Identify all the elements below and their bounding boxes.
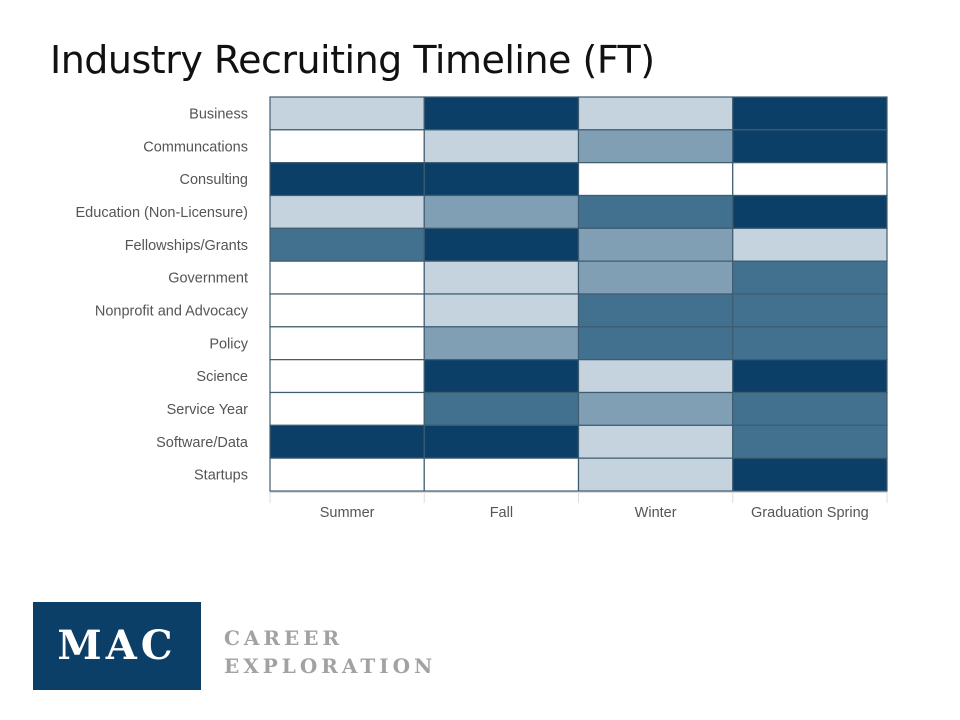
heatmap-cell bbox=[269, 227, 425, 262]
heatmap-cell bbox=[269, 391, 425, 426]
heatmap-cell bbox=[269, 359, 425, 394]
heatmap-cell bbox=[423, 359, 580, 394]
y-tick-label: Policy bbox=[209, 336, 248, 352]
heatmap-cell bbox=[423, 457, 580, 492]
heatmap-cell bbox=[423, 293, 580, 328]
heatmap-cell bbox=[577, 162, 734, 197]
y-tick-label: Nonprofit and Advocacy bbox=[95, 303, 249, 319]
heatmap-cell bbox=[577, 359, 734, 394]
heatmap-cell bbox=[732, 326, 888, 361]
heatmap-cell bbox=[269, 293, 425, 328]
x-tick-label: Summer bbox=[320, 505, 375, 521]
heatmap-cell bbox=[732, 391, 888, 426]
heatmap-cell bbox=[732, 293, 888, 328]
heatmap-cell bbox=[732, 162, 888, 197]
y-tick-label: Startups bbox=[194, 468, 248, 484]
heatmap-cell bbox=[269, 194, 425, 229]
y-tick-label: Communcations bbox=[143, 139, 248, 155]
heatmap-cell bbox=[732, 424, 888, 459]
heatmap-cell bbox=[269, 260, 425, 295]
heatmap-cell bbox=[269, 96, 425, 131]
heatmap-cell bbox=[423, 129, 580, 164]
y-tick-label: Service Year bbox=[167, 402, 249, 418]
heatmap-cell bbox=[732, 129, 888, 164]
heatmap-cell bbox=[732, 260, 888, 295]
y-tick-label: Education (Non-Licensure) bbox=[76, 205, 248, 221]
page-title: Industry Recruiting Timeline (FT) bbox=[50, 38, 655, 82]
y-tick-label: Consulting bbox=[179, 172, 248, 188]
heatmap-cell bbox=[577, 227, 734, 262]
x-tick-label: Fall bbox=[490, 505, 513, 521]
heatmap-cell bbox=[269, 326, 425, 361]
heatmap-cell bbox=[423, 260, 580, 295]
heatmap-cell bbox=[577, 457, 734, 492]
heatmap-cell bbox=[732, 227, 888, 262]
heatmap-cell bbox=[732, 96, 888, 131]
y-tick-label: Government bbox=[168, 271, 248, 287]
heatmap-cell bbox=[732, 457, 888, 492]
heatmap-cell bbox=[577, 260, 734, 295]
y-tick-label: Science bbox=[196, 369, 248, 385]
y-tick-label: Software/Data bbox=[156, 435, 249, 451]
heatmap-cell bbox=[577, 326, 734, 361]
heatmap-cell bbox=[423, 194, 580, 229]
heatmap-cell bbox=[577, 424, 734, 459]
heatmap-cell bbox=[577, 96, 734, 131]
heatmap-cell bbox=[732, 359, 888, 394]
heatmap-cell bbox=[423, 162, 580, 197]
heatmap-cell bbox=[269, 162, 425, 197]
x-tick-label: Graduation Spring bbox=[751, 505, 869, 521]
heatmap-cell bbox=[269, 129, 425, 164]
heatmap-cell bbox=[423, 96, 580, 131]
heatmap-cell bbox=[269, 457, 425, 492]
heatmap-cell bbox=[732, 194, 888, 229]
heatmap-cell bbox=[423, 391, 580, 426]
heatmap-cell bbox=[269, 424, 425, 459]
logo-mark-text: MAC bbox=[57, 622, 177, 669]
heatmap-cell bbox=[577, 293, 734, 328]
heatmap-cell bbox=[423, 424, 580, 459]
heatmap-chart: Business Communcations Consulting Education… bbox=[76, 96, 888, 521]
heatmap-cell bbox=[423, 227, 580, 262]
heatmap-cell bbox=[577, 194, 734, 229]
mac-logo: MAC bbox=[33, 602, 201, 690]
logo-line-career: CAREER bbox=[224, 626, 344, 650]
heatmap-cell bbox=[577, 391, 734, 426]
y-tick-label: Fellowships/Grants bbox=[125, 238, 248, 254]
y-tick-label: Business bbox=[189, 106, 248, 122]
heatmap-cell bbox=[423, 326, 580, 361]
x-tick-label: Winter bbox=[635, 505, 677, 521]
logo-line-exploration: EXPLORATION bbox=[224, 654, 437, 678]
heatmap-cell bbox=[577, 129, 734, 164]
